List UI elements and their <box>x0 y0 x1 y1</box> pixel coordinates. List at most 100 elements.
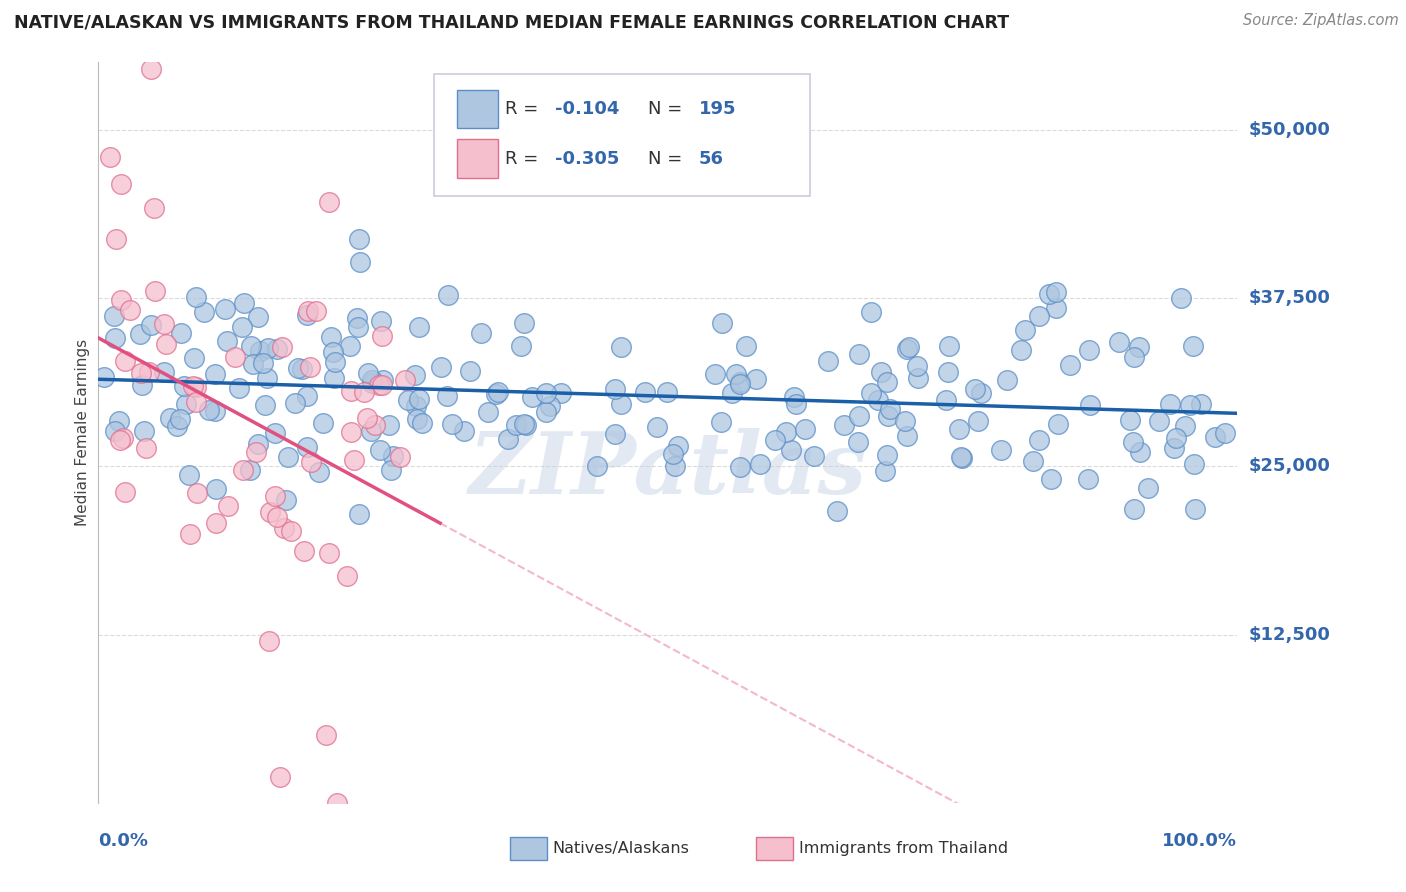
Point <box>252 355 274 369</box>
Point <box>297 308 319 322</box>
Point <box>936 365 959 379</box>
Point <box>378 418 401 433</box>
Point <box>785 396 807 410</box>
Point <box>848 409 870 423</box>
Point <box>997 373 1019 387</box>
Point <box>1077 472 1099 486</box>
Point <box>233 296 256 310</box>
Point <box>765 434 787 448</box>
Point <box>948 422 970 436</box>
Point <box>114 485 136 500</box>
Point <box>155 336 177 351</box>
Point <box>1122 502 1144 516</box>
Point <box>159 411 181 425</box>
Point <box>458 364 481 378</box>
Point <box>321 330 343 344</box>
Point <box>1028 310 1050 324</box>
Point <box>145 285 167 299</box>
Point <box>346 310 368 325</box>
Point <box>453 424 475 438</box>
Point <box>394 373 416 387</box>
FancyBboxPatch shape <box>434 73 810 195</box>
Point <box>728 375 751 389</box>
Point <box>634 384 657 399</box>
Point <box>1204 430 1226 444</box>
Point <box>990 442 1012 457</box>
Point <box>249 344 271 359</box>
Point <box>389 450 412 465</box>
Point <box>429 359 451 374</box>
Point <box>105 232 128 246</box>
Point <box>775 425 797 439</box>
Point <box>905 359 928 373</box>
Point <box>166 419 188 434</box>
Point <box>264 425 287 440</box>
Point <box>371 373 394 387</box>
Point <box>817 353 839 368</box>
Point <box>110 293 132 307</box>
Point <box>232 463 254 477</box>
Point <box>935 392 957 407</box>
Text: R =: R = <box>505 150 544 168</box>
Point <box>513 417 536 432</box>
Point <box>1128 340 1150 354</box>
Point <box>186 290 208 304</box>
Point <box>859 305 882 319</box>
Point <box>879 401 901 416</box>
Point <box>291 362 314 376</box>
Point <box>396 393 419 408</box>
Point <box>217 334 239 348</box>
Point <box>1028 433 1050 447</box>
Point <box>240 339 263 353</box>
Y-axis label: Median Female Earnings: Median Female Earnings <box>75 339 90 526</box>
Point <box>339 339 361 353</box>
Point <box>505 418 527 433</box>
Point <box>266 342 288 356</box>
Text: -0.104: -0.104 <box>555 100 620 118</box>
Point <box>135 442 157 456</box>
Point <box>662 447 685 461</box>
Point <box>340 425 363 440</box>
Point <box>1122 350 1144 364</box>
Point <box>263 489 285 503</box>
Point <box>859 386 882 401</box>
Point <box>1080 398 1102 412</box>
Point <box>231 320 253 334</box>
Point <box>364 418 387 433</box>
Point <box>436 389 458 403</box>
Point <box>110 177 132 191</box>
Point <box>104 331 127 345</box>
Point <box>179 526 201 541</box>
Point <box>368 442 391 457</box>
Point <box>287 361 309 376</box>
Point <box>297 303 319 318</box>
Point <box>605 426 627 441</box>
Point <box>728 459 751 474</box>
Text: $12,500: $12,500 <box>1249 625 1330 643</box>
Point <box>538 400 561 414</box>
FancyBboxPatch shape <box>457 90 498 128</box>
Point <box>356 410 378 425</box>
Point <box>173 378 195 392</box>
Point <box>609 397 631 411</box>
Point <box>315 729 337 743</box>
Text: 56: 56 <box>699 150 724 168</box>
Point <box>605 382 627 396</box>
Point <box>477 405 499 419</box>
Text: R =: R = <box>505 100 544 118</box>
Point <box>1010 343 1032 357</box>
Point <box>794 422 817 436</box>
Point <box>214 301 236 316</box>
Point <box>371 328 394 343</box>
Point <box>496 433 519 447</box>
Point <box>254 398 277 412</box>
Point <box>382 449 405 463</box>
Point <box>970 386 993 401</box>
Point <box>406 411 429 425</box>
Point <box>1213 425 1236 440</box>
Text: $50,000: $50,000 <box>1249 120 1330 139</box>
Point <box>103 309 125 323</box>
Point <box>273 521 295 535</box>
Point <box>295 440 318 454</box>
Point <box>470 326 492 340</box>
